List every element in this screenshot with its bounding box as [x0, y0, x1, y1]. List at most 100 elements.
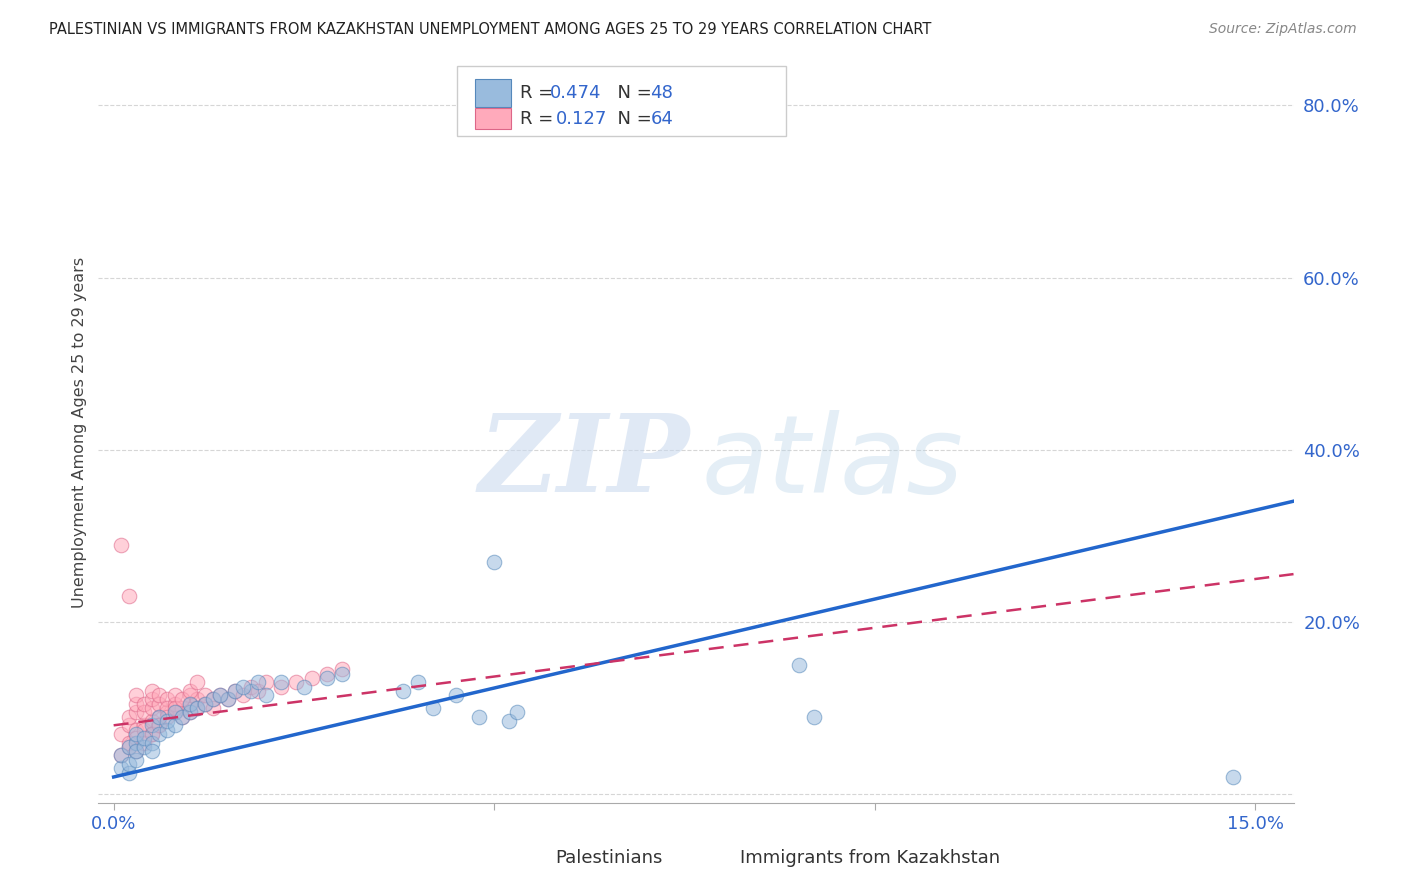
Point [803, 709, 825, 723]
Point [247, 684, 270, 698]
Point [468, 709, 491, 723]
Point [186, 701, 208, 715]
Text: ZIP: ZIP [478, 409, 690, 516]
Point [179, 706, 201, 720]
Point [315, 666, 337, 681]
Point [209, 688, 232, 702]
Y-axis label: Unemployment Among Ages 25 to 29 years: Unemployment Among Ages 25 to 29 years [72, 257, 87, 608]
Point [498, 714, 520, 728]
Point [125, 735, 148, 749]
Point [163, 718, 186, 732]
Point [118, 709, 141, 723]
Point [315, 671, 337, 685]
Text: 0.127: 0.127 [557, 110, 607, 128]
Point [172, 709, 194, 723]
Text: Immigrants from Kazakhstan: Immigrants from Kazakhstan [740, 848, 1000, 867]
Point [172, 709, 194, 723]
Point [125, 744, 148, 758]
Point [148, 688, 170, 702]
Point [239, 684, 262, 698]
Point [118, 757, 141, 772]
Point [224, 684, 246, 698]
Point [110, 748, 132, 763]
Point [239, 680, 262, 694]
Point [186, 675, 208, 690]
Point [506, 706, 529, 720]
Point [156, 709, 179, 723]
Point [172, 692, 194, 706]
Text: N =: N = [606, 110, 658, 128]
Point [217, 692, 239, 706]
Point [125, 706, 148, 720]
Point [110, 537, 132, 551]
Point [201, 701, 224, 715]
Point [132, 697, 155, 711]
Point [787, 658, 810, 673]
Point [209, 688, 232, 702]
Point [163, 697, 186, 711]
Point [330, 662, 353, 676]
Point [1222, 770, 1244, 784]
Point [156, 701, 179, 715]
Point [148, 727, 170, 741]
Point [118, 589, 141, 603]
Point [141, 684, 163, 698]
Point [330, 666, 353, 681]
FancyBboxPatch shape [690, 846, 728, 870]
Point [118, 739, 141, 754]
Point [141, 718, 163, 732]
Point [179, 688, 201, 702]
Point [148, 709, 170, 723]
Point [156, 706, 179, 720]
Point [232, 680, 254, 694]
Text: atlas: atlas [702, 409, 965, 515]
Point [186, 701, 208, 715]
Point [141, 744, 163, 758]
Point [179, 706, 201, 720]
Point [148, 697, 170, 711]
Text: Source: ZipAtlas.com: Source: ZipAtlas.com [1209, 22, 1357, 37]
Text: 48: 48 [651, 84, 673, 102]
Point [156, 714, 179, 728]
Point [141, 735, 163, 749]
Text: 0.474: 0.474 [550, 84, 602, 102]
Point [201, 692, 224, 706]
Point [163, 688, 186, 702]
Point [179, 697, 201, 711]
Point [172, 701, 194, 715]
Text: Palestinians: Palestinians [555, 848, 662, 867]
Point [141, 701, 163, 715]
Point [141, 714, 163, 728]
Point [254, 675, 277, 690]
Point [270, 680, 292, 694]
Point [163, 706, 186, 720]
Point [110, 748, 132, 763]
Point [156, 692, 179, 706]
Point [301, 671, 323, 685]
Point [247, 675, 270, 690]
Point [141, 692, 163, 706]
FancyBboxPatch shape [475, 108, 510, 129]
Point [125, 697, 148, 711]
Point [132, 731, 155, 746]
Point [110, 727, 132, 741]
Point [118, 735, 141, 749]
Text: N =: N = [606, 84, 658, 102]
Point [156, 723, 179, 737]
Point [292, 680, 315, 694]
Point [125, 723, 148, 737]
Point [148, 718, 170, 732]
Point [232, 688, 254, 702]
Point [125, 688, 148, 702]
Point [118, 765, 141, 780]
Point [254, 688, 277, 702]
Point [132, 718, 155, 732]
Point [118, 739, 141, 754]
FancyBboxPatch shape [457, 66, 786, 136]
Point [285, 675, 308, 690]
Text: R =: R = [520, 84, 560, 102]
Point [141, 727, 163, 741]
Point [125, 753, 148, 767]
Point [194, 697, 217, 711]
Point [125, 727, 148, 741]
